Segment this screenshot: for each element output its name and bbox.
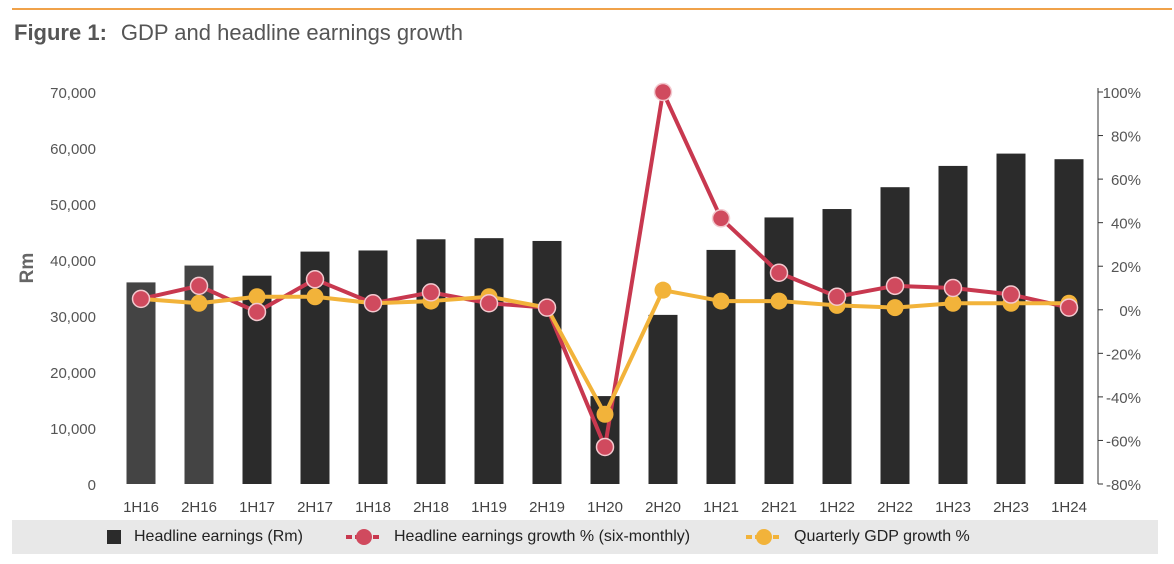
- left-axis-tick-label: 40,000: [50, 253, 96, 270]
- x-axis-tick-label: 2H20: [645, 499, 681, 516]
- legend: Headline earnings (Rm) Headline earnings…: [12, 520, 1158, 554]
- right-axis-tick-label: -20%: [1106, 346, 1141, 363]
- bar-headline-earnings: [474, 238, 504, 484]
- point-headline-growth: [1001, 285, 1021, 304]
- point-headline-growth: [711, 209, 731, 228]
- line-gdp-growth: [140, 288, 1069, 417]
- x-axis-tick-label: 2H21: [761, 499, 797, 516]
- point-headline-growth: [885, 276, 905, 296]
- point-headline-growth: [595, 437, 615, 457]
- point-gdp-growth: [944, 294, 962, 312]
- bar-headline-earnings: [648, 314, 678, 484]
- point-gdp-growth: [654, 281, 672, 299]
- x-axis-tick-label: 1H23: [935, 499, 971, 516]
- legend-label-headline-growth: Headline earnings growth % (six-monthly): [394, 528, 691, 545]
- left-axis-tick-label: 70,000: [50, 85, 96, 102]
- x-axis-tick-label: 2H19: [529, 499, 565, 516]
- point-headline-growth: [943, 278, 963, 298]
- left-axis-tick-label: 50,000: [50, 197, 96, 214]
- bar-headline-earnings: [706, 249, 736, 484]
- right-axis-tick-label: -80%: [1106, 477, 1141, 494]
- legend-red-line-marker-icon: [346, 529, 382, 545]
- bar-headline-earnings: [764, 217, 794, 484]
- point-headline-growth: [479, 293, 499, 313]
- right-axis-tick-label: 80%: [1111, 129, 1141, 146]
- legend-label-gdp-growth: Quarterly GDP growth %: [794, 528, 970, 545]
- line-headline-growth: [140, 90, 1070, 449]
- point-headline-growth: [247, 302, 267, 322]
- x-axis-tick-label: 1H20: [587, 499, 623, 516]
- right-axis-tick-label: 60%: [1111, 172, 1141, 189]
- left-axis-tick-label: 10,000: [50, 421, 96, 438]
- figure-title: Figure 1: GDP and headline earnings growt…: [14, 20, 463, 46]
- combo-chart: 0 10,000 20,000 30,000 40,000 50,000 60,000 70,…: [17, 82, 1141, 516]
- bar-headline-earnings: [822, 209, 852, 485]
- x-axis-tick-label: 1H21: [703, 499, 739, 516]
- legend-bar-swatch-icon: [107, 530, 121, 544]
- legend-item-gdp-growth: Quarterly GDP growth %: [746, 520, 970, 554]
- point-headline-growth: [363, 293, 383, 313]
- x-axis-tick-label: 2H23: [993, 499, 1029, 516]
- right-axis-tick-label: 0%: [1119, 303, 1141, 320]
- x-axis-tick-label: 1H16: [123, 499, 159, 516]
- x-axis-tick-label: 2H18: [413, 499, 449, 516]
- legend-item-headline-growth: Headline earnings growth % (six-monthly): [346, 520, 690, 554]
- right-axis-tick-label: -60%: [1106, 433, 1141, 450]
- left-axis-tick-label: 60,000: [50, 141, 96, 158]
- legend-item-headline-earnings: Headline earnings (Rm): [106, 520, 303, 554]
- point-gdp-growth: [712, 292, 730, 310]
- left-axis-tick-label: 0: [88, 477, 96, 494]
- figure-title-text: GDP and headline earnings growth: [120, 20, 463, 45]
- point-headline-growth: [653, 82, 673, 102]
- point-gdp-growth: [190, 294, 208, 312]
- bar-headline-earnings: [996, 153, 1026, 484]
- point-gdp-growth: [886, 299, 904, 317]
- bar-headline-earnings: [938, 165, 968, 485]
- legend-label-headline-earnings: Headline earnings (Rm): [134, 528, 303, 545]
- x-axis-tick-label: 1H17: [239, 499, 275, 516]
- y-axis-label: Rm: [17, 253, 38, 284]
- point-headline-growth: [769, 263, 789, 283]
- bar-headline-earnings: [126, 282, 156, 484]
- x-axis-tick-label: 1H19: [471, 499, 507, 516]
- point-headline-growth: [305, 270, 325, 289]
- right-axis-tick-label: 100%: [1103, 85, 1141, 102]
- figure-label: Figure 1:: [14, 20, 107, 45]
- left-axis-tick-label: 20,000: [50, 365, 96, 382]
- point-headline-growth: [1059, 298, 1079, 317]
- legend-yellow-line-marker-icon: [746, 529, 782, 545]
- right-axis-tick-label: 20%: [1111, 259, 1141, 276]
- left-axis-tick-label: 30,000: [50, 309, 96, 326]
- point-headline-growth: [537, 298, 557, 317]
- x-axis-tick-label: 2H16: [181, 499, 217, 516]
- x-axis-tick-label: 1H18: [355, 499, 391, 516]
- point-headline-growth: [189, 276, 209, 296]
- point-gdp-growth: [596, 405, 614, 423]
- x-axis-tick-label: 1H22: [819, 499, 855, 516]
- bar-headline-earnings: [880, 187, 910, 484]
- point-headline-growth: [131, 289, 151, 309]
- bar-headline-earnings: [416, 239, 446, 484]
- right-axis-tick-label: 40%: [1111, 216, 1141, 233]
- bar-headline-earnings: [358, 250, 388, 484]
- bar-headline-earnings: [1054, 159, 1084, 484]
- point-headline-growth: [421, 283, 441, 302]
- x-axis-tick-label: 1H24: [1051, 499, 1087, 516]
- point-gdp-growth: [248, 288, 266, 306]
- point-gdp-growth: [306, 288, 324, 306]
- x-axis-tick-label: 2H22: [877, 499, 913, 516]
- point-gdp-growth: [770, 292, 788, 310]
- top-accent-rule: [12, 8, 1172, 10]
- point-headline-growth: [827, 287, 847, 306]
- bar-headline-earnings: [532, 240, 562, 484]
- right-axis-tick-label: -40%: [1106, 390, 1141, 407]
- x-axis-tick-label: 2H17: [297, 499, 333, 516]
